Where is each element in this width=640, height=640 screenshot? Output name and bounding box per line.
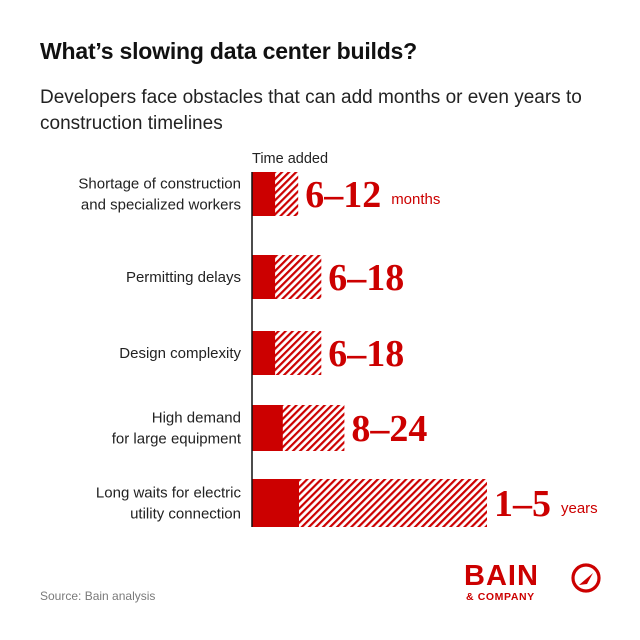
category-label: Shortage of construction	[78, 176, 241, 193]
category-label: High demand	[152, 410, 241, 427]
category-label: Design complexity	[119, 345, 241, 362]
category-label: Permitting delays	[126, 269, 241, 286]
bain-compass-icon	[571, 563, 601, 593]
value-label: 6–12	[305, 174, 381, 216]
logo-subtext: & COMPANY	[466, 591, 535, 603]
range-bar-chart: Time added Shortage of construction and s…	[78, 151, 598, 527]
category-label: for large equipment	[112, 431, 242, 448]
bain-logo: BAIN & COMPANY	[464, 560, 604, 608]
bar-min	[252, 405, 283, 451]
category-label: Long waits for electric	[96, 485, 242, 502]
value-label: 6–18	[328, 257, 404, 299]
unit-label: years	[561, 500, 598, 517]
value-label: 1–5	[494, 483, 551, 525]
axis-title: Time added	[252, 151, 328, 167]
chart-title: What’s slowing data center builds?	[40, 38, 418, 64]
value-label: 6–18	[328, 333, 404, 375]
bar-min	[252, 331, 276, 375]
bar-min	[252, 172, 276, 216]
logo-wordmark: BAIN	[464, 560, 539, 592]
value-label: 8–24	[351, 408, 427, 450]
unit-label: months	[391, 191, 440, 208]
bar-min	[252, 479, 299, 527]
source-note: Source: Bain analysis	[40, 589, 156, 603]
category-label: and specialized workers	[81, 197, 241, 214]
category-label: utility connection	[130, 506, 241, 523]
bar-min	[252, 255, 276, 299]
chart-subtitle: Developers face obstacles that can add m…	[40, 87, 582, 134]
